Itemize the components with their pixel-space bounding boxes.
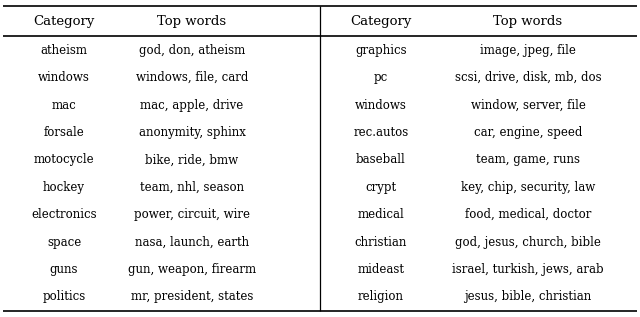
Text: religion: religion [358, 290, 404, 303]
Text: baseball: baseball [356, 153, 406, 166]
Text: atheism: atheism [40, 44, 88, 57]
Text: window, server, file: window, server, file [470, 99, 586, 112]
Text: mac, apple, drive: mac, apple, drive [140, 99, 244, 112]
Text: god, jesus, church, bible: god, jesus, church, bible [455, 236, 601, 249]
Text: image, jpeg, file: image, jpeg, file [480, 44, 576, 57]
Text: windows, file, card: windows, file, card [136, 71, 248, 84]
Text: bike, ride, bmw: bike, ride, bmw [145, 153, 239, 166]
Text: car, engine, speed: car, engine, speed [474, 126, 582, 139]
Text: forsale: forsale [44, 126, 84, 139]
Text: christian: christian [355, 236, 407, 249]
Text: graphics: graphics [355, 44, 406, 57]
Text: mac: mac [52, 99, 76, 112]
Text: Category: Category [350, 15, 412, 28]
Text: nasa, launch, earth: nasa, launch, earth [135, 236, 249, 249]
Text: windows: windows [38, 71, 90, 84]
Text: Top words: Top words [493, 15, 563, 28]
Text: mr, president, states: mr, president, states [131, 290, 253, 303]
Text: god, don, atheism: god, don, atheism [139, 44, 245, 57]
Text: medical: medical [357, 208, 404, 221]
Text: key, chip, security, law: key, chip, security, law [461, 181, 595, 194]
Text: team, nhl, season: team, nhl, season [140, 181, 244, 194]
Text: electronics: electronics [31, 208, 97, 221]
Text: motocycle: motocycle [34, 153, 94, 166]
Text: hockey: hockey [43, 181, 85, 194]
Text: Top words: Top words [157, 15, 227, 28]
Text: guns: guns [50, 263, 78, 276]
Text: team, game, runs: team, game, runs [476, 153, 580, 166]
Text: anonymity, sphinx: anonymity, sphinx [139, 126, 245, 139]
Text: jesus, bible, christian: jesus, bible, christian [465, 290, 591, 303]
Text: scsi, drive, disk, mb, dos: scsi, drive, disk, mb, dos [454, 71, 602, 84]
Text: food, medical, doctor: food, medical, doctor [465, 208, 591, 221]
Text: space: space [47, 236, 81, 249]
Text: politics: politics [42, 290, 86, 303]
Text: rec.autos: rec.autos [353, 126, 408, 139]
Text: crypt: crypt [365, 181, 396, 194]
Text: Category: Category [33, 15, 95, 28]
Text: pc: pc [374, 71, 388, 84]
Text: israel, turkish, jews, arab: israel, turkish, jews, arab [452, 263, 604, 276]
Text: power, circuit, wire: power, circuit, wire [134, 208, 250, 221]
Text: mideast: mideast [357, 263, 404, 276]
Text: gun, weapon, firearm: gun, weapon, firearm [128, 263, 256, 276]
Text: windows: windows [355, 99, 407, 112]
